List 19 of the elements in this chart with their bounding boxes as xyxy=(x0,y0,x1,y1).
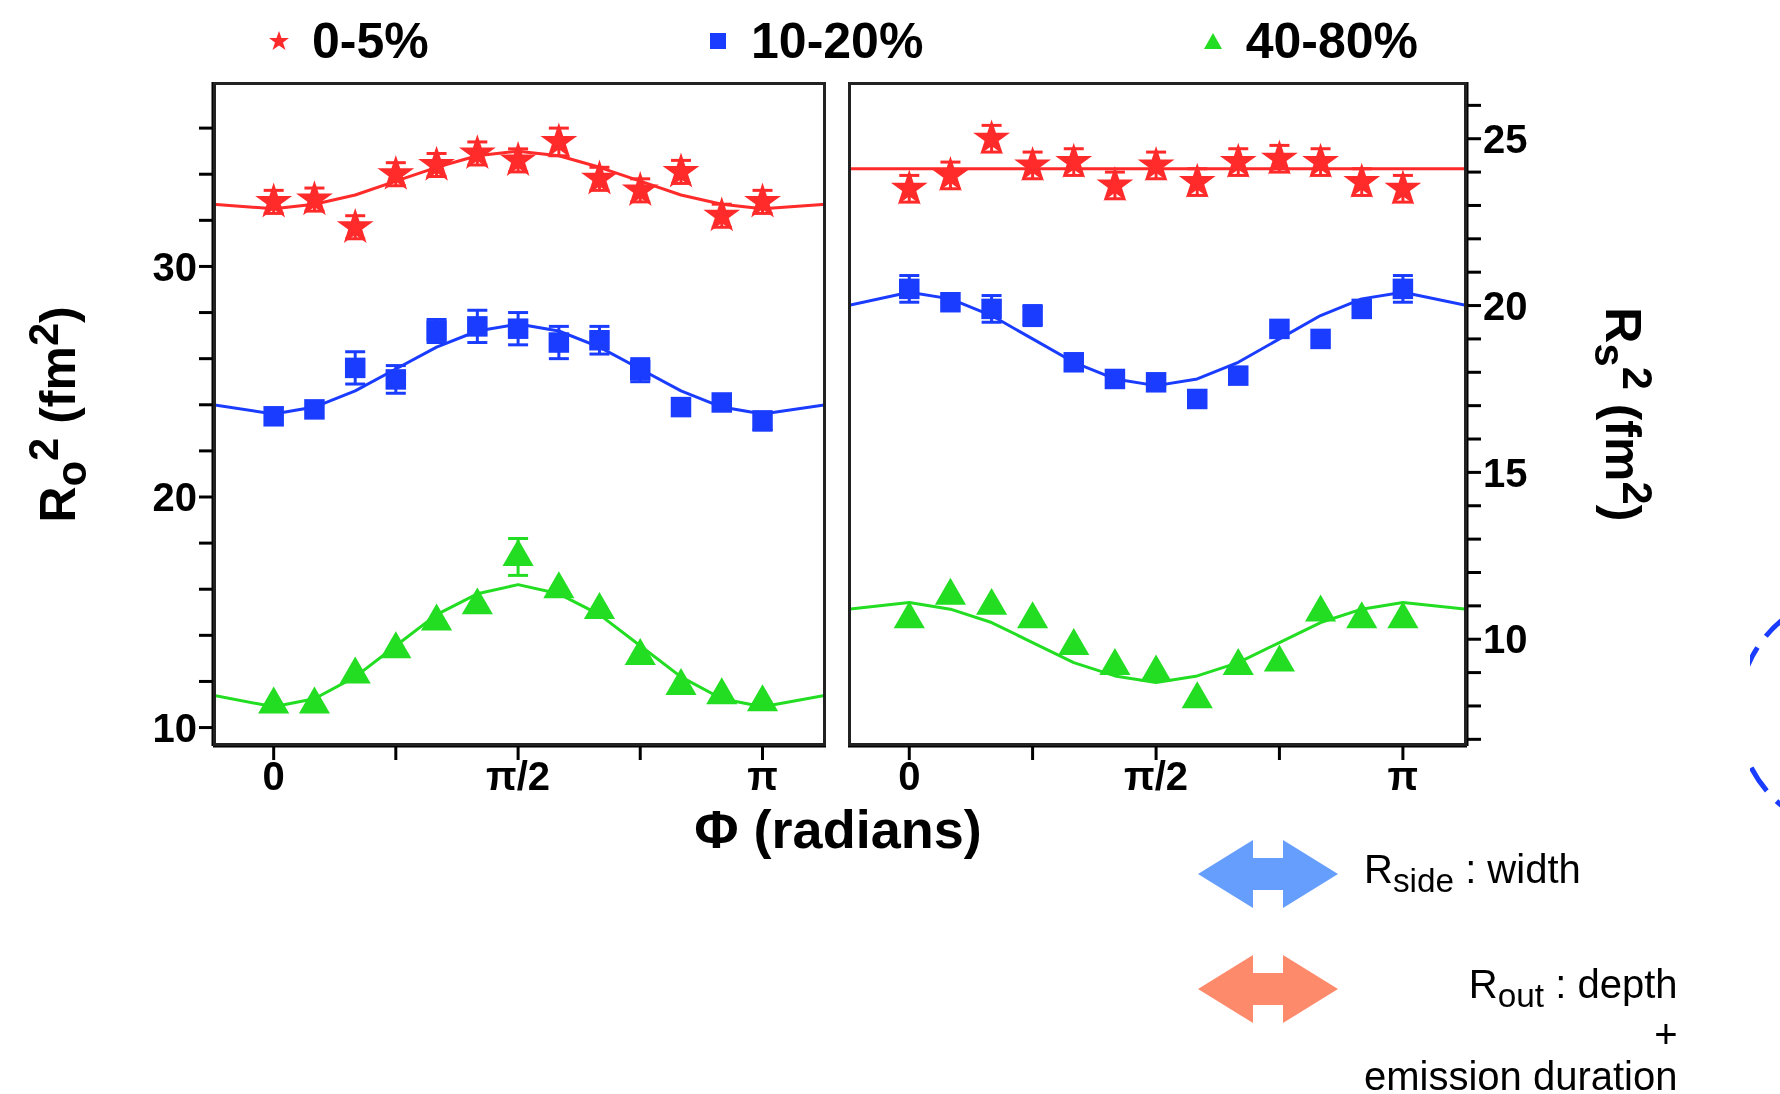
x-tick-label: π/2 xyxy=(1124,754,1189,799)
x-tick-label: π xyxy=(747,754,778,799)
y-tick-label: 10 xyxy=(1483,617,1528,662)
x-tick-label: 0 xyxy=(898,754,921,799)
text: R$_{side}$ : width xyxy=(1364,846,1581,899)
y-tick-label: 10 xyxy=(152,705,197,750)
x-tick-label: π/2 xyxy=(486,754,551,799)
x-tick-label: 0 xyxy=(262,754,285,799)
x-tick-label: π xyxy=(1387,754,1419,799)
legend-label: 10-20% xyxy=(751,12,924,70)
y-tick-label: 20 xyxy=(1483,283,1528,328)
y-tick-label: 15 xyxy=(1483,450,1528,495)
legend-label: 40-80% xyxy=(1245,12,1418,70)
y-tick-label: 20 xyxy=(152,475,197,520)
x-axis-title: Φ (radians) xyxy=(693,798,983,860)
y-tick-label: 30 xyxy=(152,244,197,289)
y-tick-label: 25 xyxy=(1483,116,1528,161)
legend-label: 0-5% xyxy=(312,12,429,70)
text: R$_{out}$ : depth + emission duration xyxy=(1364,961,1678,1094)
